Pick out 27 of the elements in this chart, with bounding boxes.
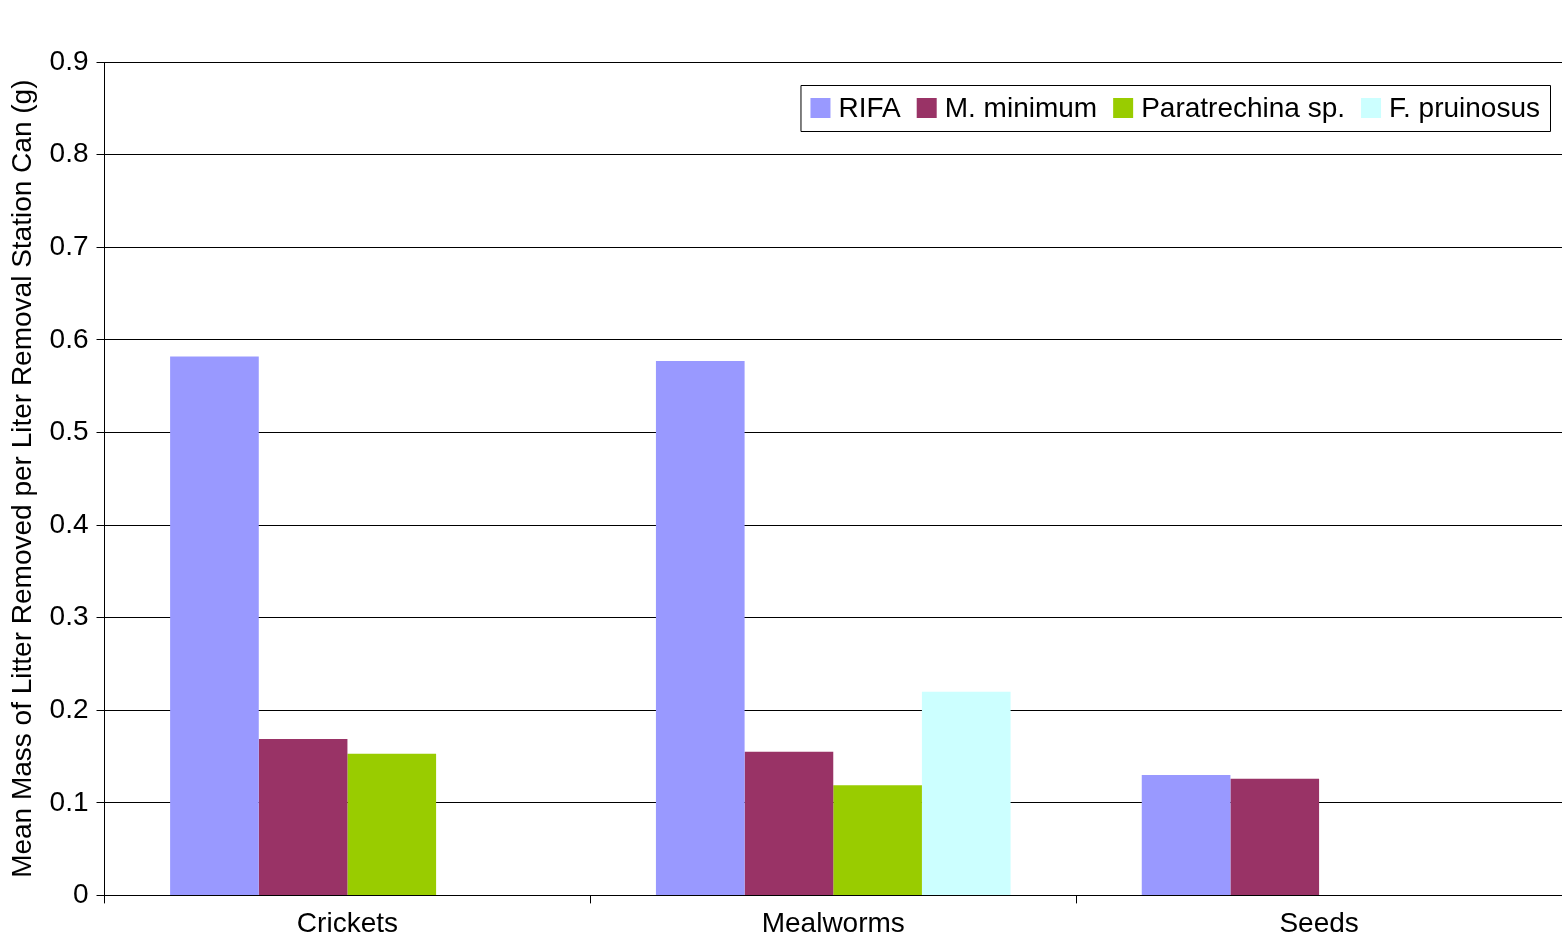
y-tick-label: 0.4	[49, 507, 89, 539]
y-tick-label: 0.5	[49, 415, 89, 447]
y-axis-title: Mean Mass of Litter Removed per Liter Removal Station Can (g)	[5, 79, 37, 878]
y-tick-label: 0	[72, 878, 89, 910]
y-tick-label: 0.2	[49, 692, 89, 724]
legend-label: Paratrechina sp.	[1141, 91, 1346, 123]
bar	[921, 691, 1011, 895]
x-tick-label: Crickets	[296, 906, 398, 938]
legend-label: M. minimum	[944, 91, 1098, 123]
legend-label: RIFA	[838, 91, 902, 123]
bar	[347, 753, 437, 895]
bar	[655, 361, 745, 895]
bar	[744, 751, 834, 895]
y-tick-label: 0.8	[49, 137, 89, 169]
y-tick-label: 0.7	[49, 229, 89, 261]
x-tick-label: Mealworms	[761, 906, 905, 938]
y-tick-label: 0.3	[49, 600, 89, 632]
x-tick-label: Seeds	[1279, 906, 1359, 938]
bar	[1141, 775, 1231, 895]
bar	[1230, 778, 1320, 895]
legend-label: F. pruinosus	[1389, 91, 1540, 123]
y-tick-label: 0.6	[49, 322, 89, 354]
bar	[170, 356, 259, 895]
bar	[833, 785, 922, 895]
y-tick-label: 0.1	[49, 785, 89, 817]
bar	[258, 738, 348, 895]
y-tick-label: 0.9	[49, 44, 89, 76]
